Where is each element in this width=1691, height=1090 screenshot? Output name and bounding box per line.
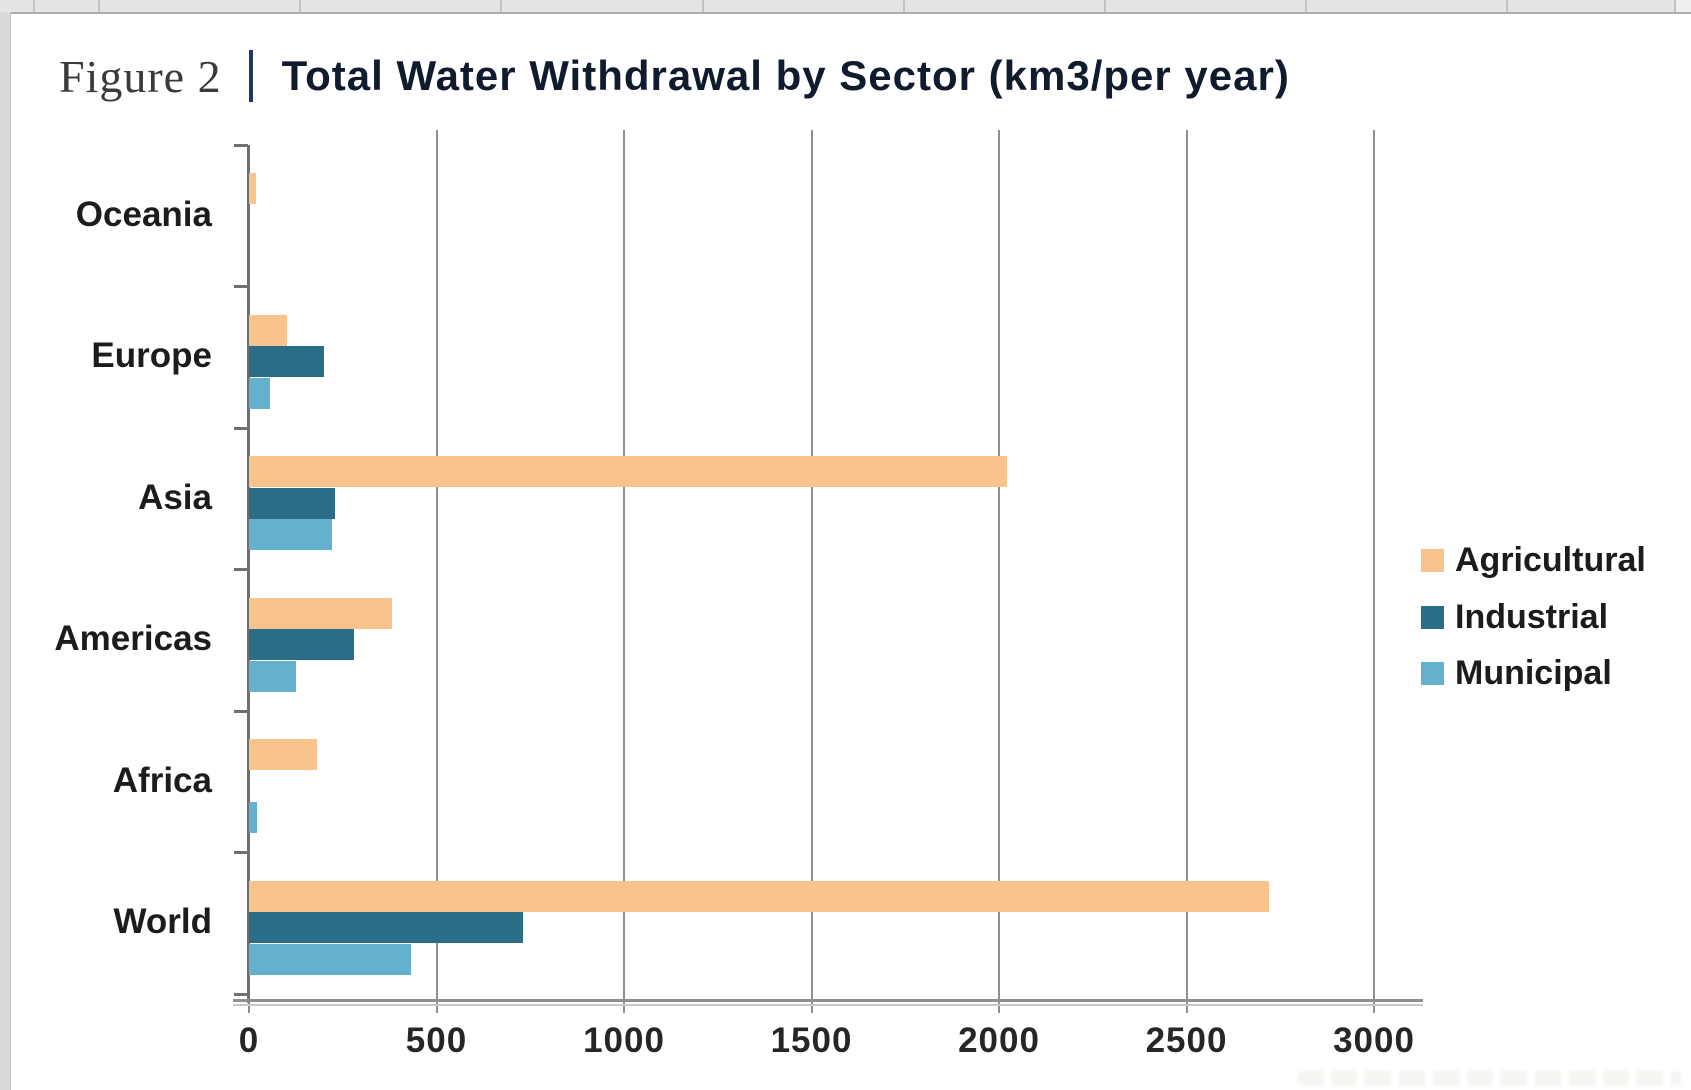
bar-agricultural-oceania	[249, 173, 256, 204]
faint-watermark	[1297, 1070, 1682, 1086]
x-axis-baseline	[233, 999, 1423, 1002]
bar-industrial-world	[249, 912, 523, 943]
legend-label-agricultural: Agricultural	[1455, 540, 1646, 579]
x-tick-label: 500	[405, 1021, 468, 1060]
legend-swatch-municipal	[1421, 661, 1444, 685]
x-tick-label: 1000	[583, 1021, 665, 1060]
bar-agricultural-asia	[249, 456, 1007, 487]
x-tick-label: 0	[238, 1021, 260, 1060]
x-tick-label: 2000	[958, 1021, 1040, 1060]
strip-divider	[903, 0, 905, 12]
gridline	[810, 130, 813, 1012]
x-axis-tick	[810, 999, 813, 1013]
x-axis-baseline-shadow	[233, 1004, 1423, 1006]
bar-industrial-americas	[249, 629, 354, 660]
gridline	[1185, 130, 1188, 1012]
top-strip	[0, 0, 1691, 14]
x-axis-tick	[435, 999, 438, 1013]
bar-municipal-world	[249, 943, 412, 975]
title-separator	[248, 50, 253, 102]
strip-divider	[1506, 0, 1508, 12]
gridline	[435, 130, 438, 1012]
strip-divider	[33, 0, 35, 12]
bar-agricultural-americas	[249, 597, 392, 629]
y-axis-tick	[234, 992, 248, 996]
gridline	[1373, 130, 1375, 1012]
x-tick-label: 2500	[1145, 1021, 1228, 1060]
gridline	[998, 130, 1000, 1012]
strip-light-segment	[1674, 0, 1691, 12]
category-label-asia: Asia	[138, 477, 212, 517]
strip-divider	[1305, 0, 1307, 12]
legend-swatch-industrial	[1421, 605, 1444, 629]
strip-divider	[1674, 0, 1676, 12]
figure-label: Figure 2	[59, 50, 222, 102]
bar-municipal-europe	[249, 377, 271, 409]
strip-divider	[702, 0, 704, 12]
strip-divider	[299, 0, 301, 12]
bar-agricultural-world	[249, 880, 1269, 912]
x-axis-tick	[1185, 999, 1188, 1013]
bar-industrial-asia	[249, 487, 336, 519]
title-row: Figure 2 Total Water Withdrawal by Secto…	[59, 44, 1290, 108]
left-edge-margin	[0, 12, 11, 1090]
y-axis-tick	[234, 426, 248, 430]
legend-swatch-agricultural	[1421, 548, 1444, 572]
legend-item-industrial: Industrial	[1421, 597, 1609, 636]
strip-divider	[1104, 0, 1106, 12]
bar-agricultural-europe	[249, 314, 287, 346]
category-label-europe: Europe	[91, 336, 212, 376]
x-tick-label: 1500	[770, 1021, 853, 1060]
legend-item-municipal: Municipal	[1421, 653, 1612, 692]
bar-municipal-americas	[249, 660, 296, 692]
category-label-americas: Americas	[54, 619, 212, 659]
y-axis-line	[247, 145, 250, 1003]
y-axis-tick	[234, 568, 248, 571]
x-axis-tick	[248, 999, 250, 1013]
category-label-oceania: Oceania	[75, 194, 212, 234]
category-label-africa: Africa	[112, 760, 212, 800]
bar-industrial-europe	[249, 346, 324, 377]
chart-title: Total Water Withdrawal by Sector (km3/pe…	[281, 52, 1290, 99]
bar-municipal-asia	[249, 519, 332, 550]
x-axis-tick	[998, 999, 1000, 1013]
x-axis-tick	[623, 999, 625, 1013]
legend-item-agricultural: Agricultural	[1421, 540, 1646, 579]
strip-divider	[98, 0, 100, 12]
x-axis-tick	[1373, 999, 1375, 1013]
category-label-world: World	[113, 902, 212, 942]
y-axis-tick	[234, 851, 248, 854]
y-axis-tick	[234, 285, 248, 288]
bar-agricultural-africa	[249, 739, 317, 770]
strip-divider	[500, 0, 502, 12]
gridline	[623, 130, 625, 1012]
legend-label-industrial: Industrial	[1455, 597, 1609, 636]
y-axis-tick	[234, 709, 248, 713]
bar-municipal-africa	[249, 802, 258, 833]
legend-label-municipal: Municipal	[1455, 653, 1612, 692]
y-axis-tick	[234, 143, 248, 147]
x-tick-label: 3000	[1333, 1021, 1415, 1060]
